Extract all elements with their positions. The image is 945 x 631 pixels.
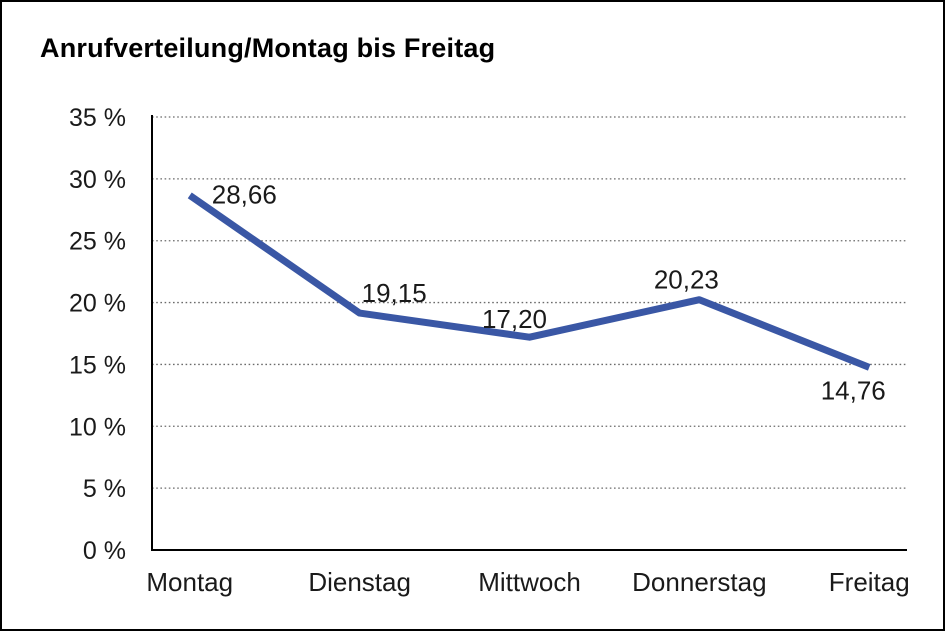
axis-lines <box>151 115 907 551</box>
data-point-value-label: 19,15 <box>362 278 427 308</box>
chart-title: Anrufverteilung/Montag bis Freitag <box>40 33 496 63</box>
x-axis-category-label: Mittwoch <box>478 567 581 597</box>
data-point-value-label: 17,20 <box>482 304 547 334</box>
x-axis-category-label: Dienstag <box>308 567 411 597</box>
y-axis-tick-label: 10 % <box>69 413 126 441</box>
y-axis-tick-label: 20 % <box>69 290 126 318</box>
data-series-line <box>187 192 871 371</box>
data-point-value-label: 14,76 <box>821 375 886 405</box>
y-axis-tick-label: 25 % <box>69 228 126 256</box>
y-axis-tick-label: 35 % <box>69 104 126 132</box>
y-axis-tick-label: 5 % <box>83 475 126 503</box>
y-axis-tick-label: 15 % <box>69 351 126 379</box>
data-point-value-label: 28,66 <box>212 179 277 209</box>
y-axis-tick-label: 30 % <box>69 166 126 194</box>
y-axis-tick-label: 0 % <box>83 537 126 565</box>
x-axis-category-label: Donnerstag <box>632 567 766 597</box>
x-axis-category-label: Freitag <box>829 567 910 597</box>
data-point-value-label: 20,23 <box>654 265 719 295</box>
x-axis-category-label: Montag <box>146 567 233 597</box>
